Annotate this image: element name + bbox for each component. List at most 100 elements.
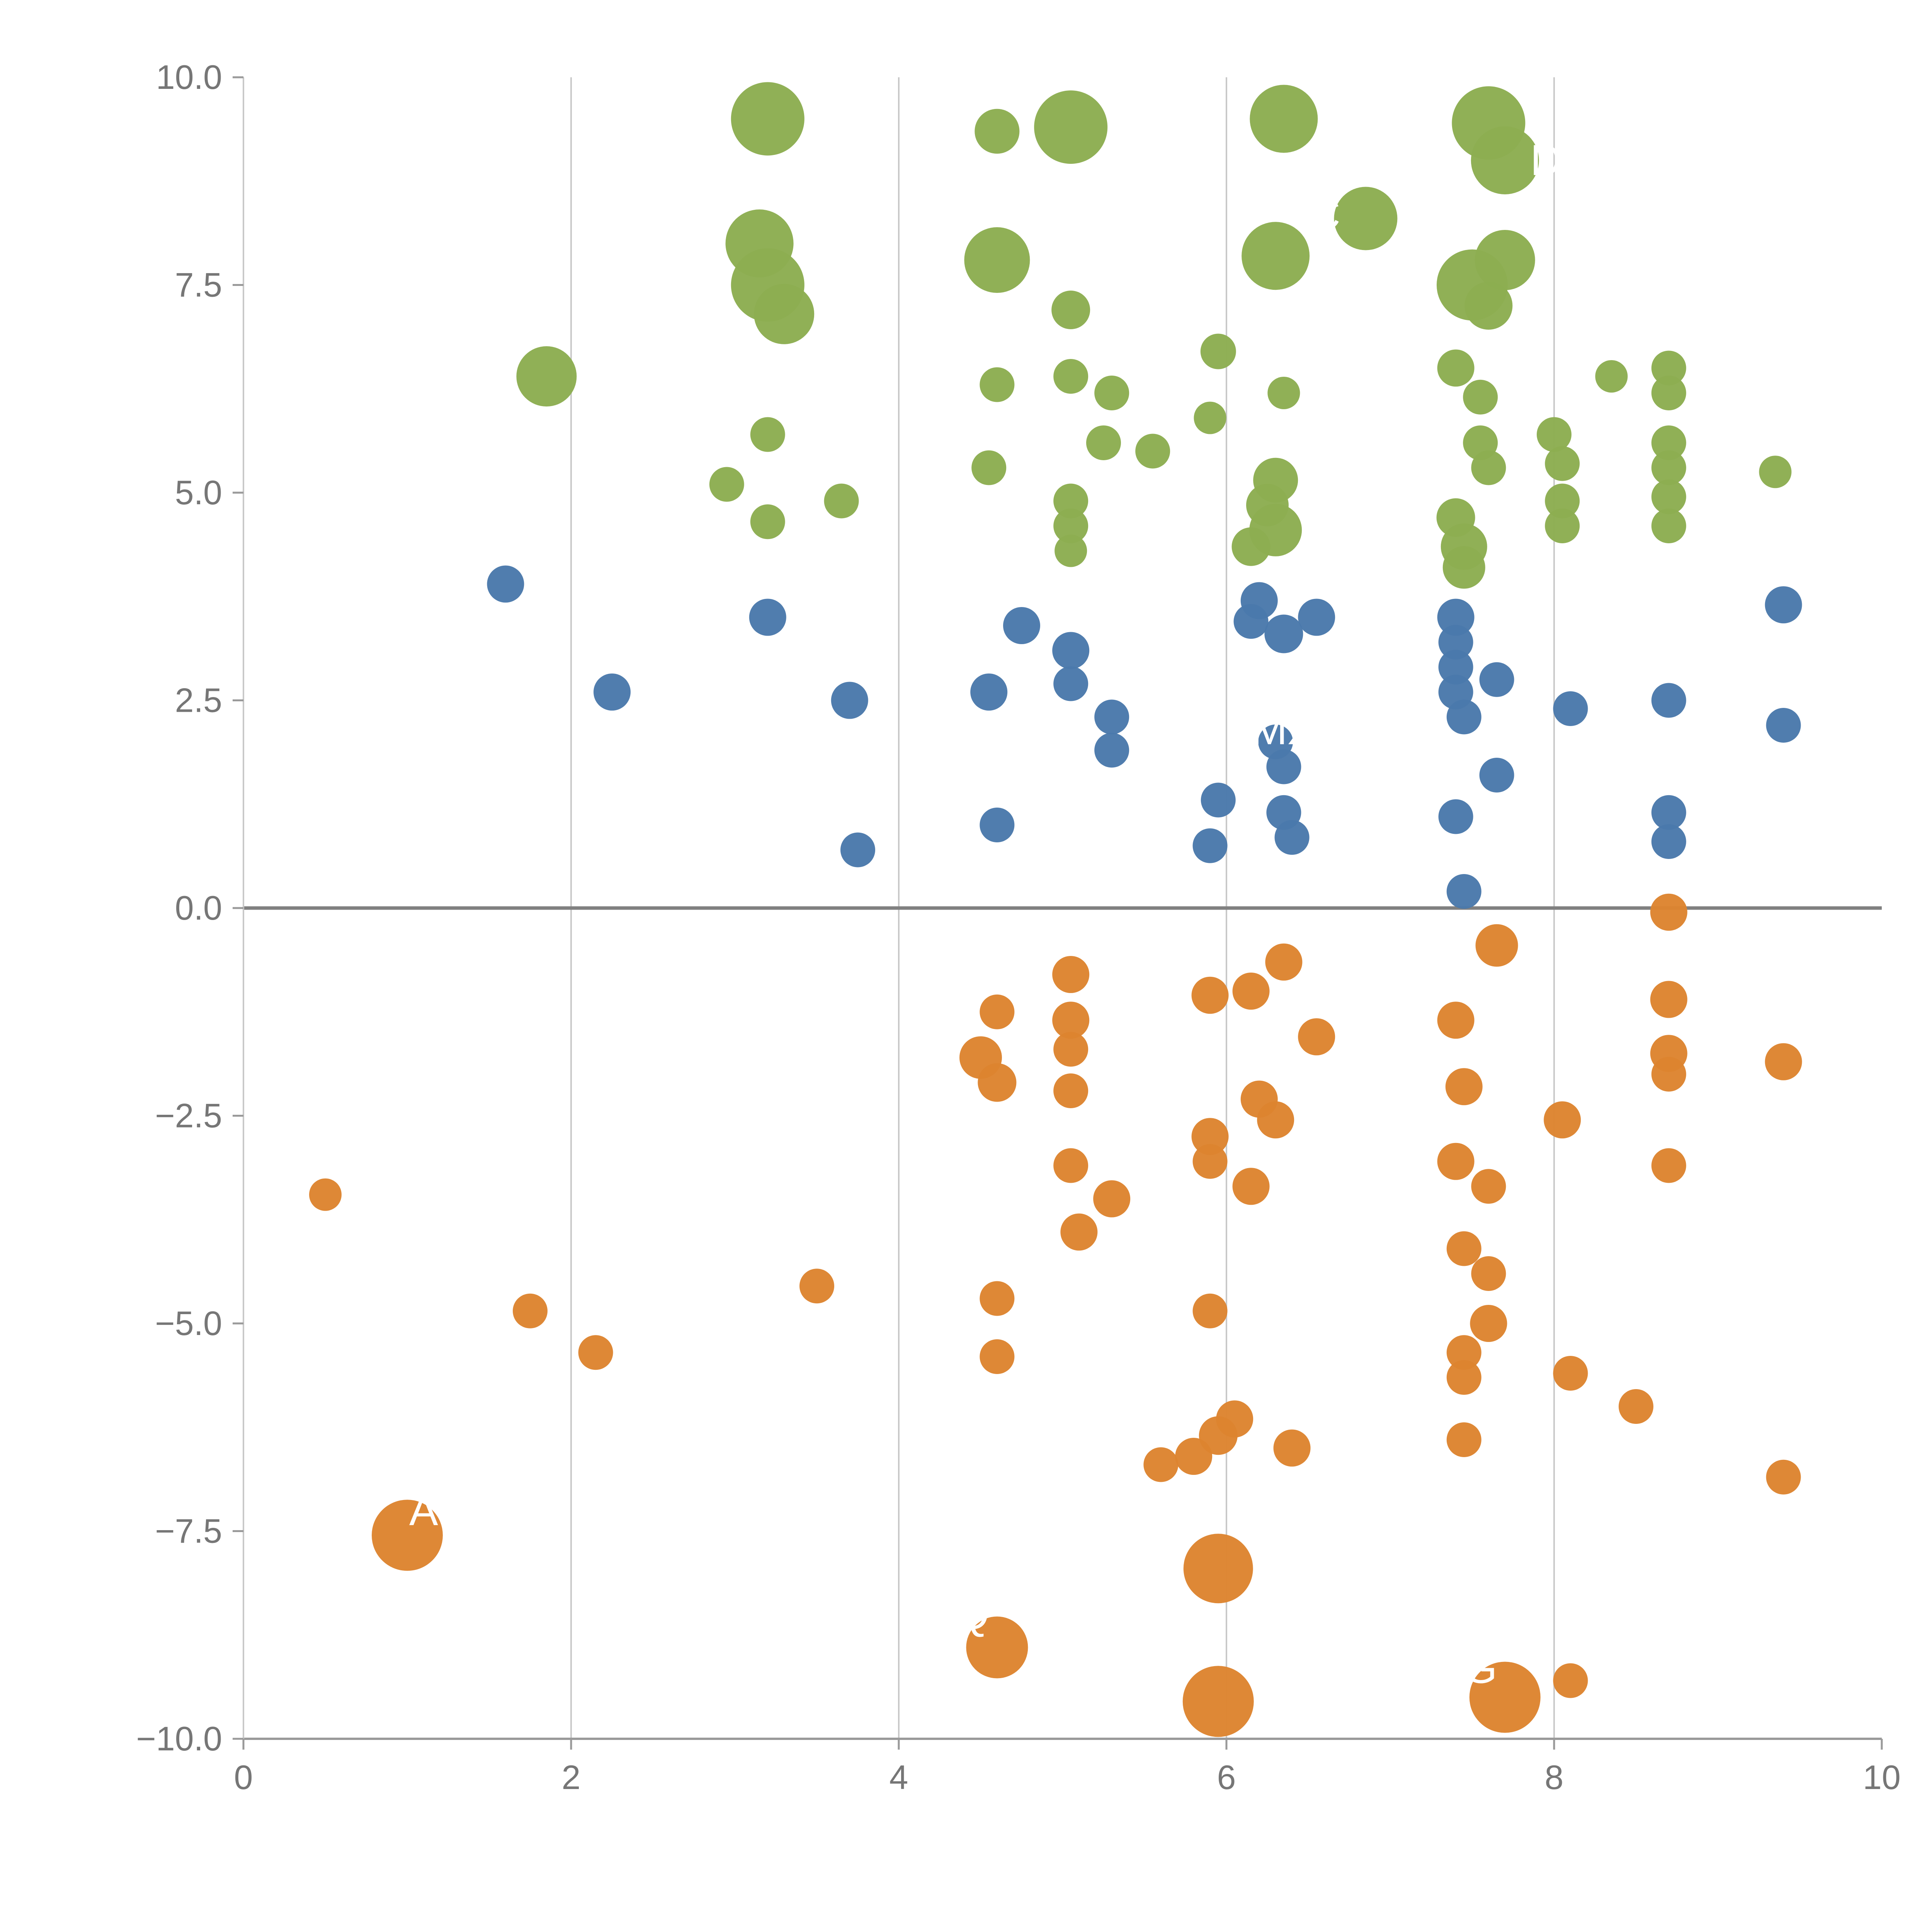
scatter-point — [799, 1269, 834, 1304]
scatter-point — [1192, 1293, 1228, 1328]
y-tick-label: −2.5 — [155, 1097, 222, 1135]
scatter-point — [1231, 527, 1270, 566]
scatter-point — [1053, 666, 1088, 701]
scatter-point — [1446, 699, 1481, 735]
scatter-point — [1650, 893, 1687, 931]
scatter-point — [1298, 1018, 1335, 1056]
x-tick-label: 4 — [889, 1758, 908, 1796]
scatter-point — [1471, 1169, 1506, 1204]
scatter-point — [1469, 1662, 1541, 1733]
axes: 0 2 4 6 8 10 10.0 7.5 5.0 2.5 0.0 −2.5 −5.0 −7.5 −10.0 — [136, 58, 1901, 1796]
scatter-point — [824, 483, 859, 519]
scatter-point — [1054, 534, 1087, 567]
scatter-point — [980, 1339, 1015, 1374]
scatter-point — [1445, 1068, 1483, 1105]
scatter-point — [1093, 1180, 1131, 1218]
scatter-point — [840, 832, 875, 867]
scatter-point — [964, 227, 1030, 293]
scatter-point — [1545, 483, 1580, 519]
scatter-point — [1052, 632, 1090, 669]
scatter-point — [1479, 758, 1514, 793]
y-tick-label: 5.0 — [175, 473, 222, 512]
scatter-point — [1298, 599, 1335, 636]
scatter-point — [1191, 1118, 1229, 1155]
scatter-point — [1537, 417, 1571, 452]
scatter-point — [1053, 359, 1088, 394]
scatter-point — [1437, 599, 1475, 636]
scatter-point — [750, 504, 785, 539]
scatter-point — [1034, 90, 1108, 164]
scatter-point — [1194, 401, 1226, 434]
scatter-point — [749, 599, 786, 636]
scatter-point — [1437, 1143, 1475, 1180]
scatter-point — [1651, 450, 1686, 485]
scatter-point — [1651, 1057, 1686, 1092]
scatter-point — [709, 467, 744, 502]
y-tick-label: 7.5 — [175, 266, 222, 304]
bubble-label: Q — [956, 1590, 989, 1638]
scatter-point — [1765, 586, 1802, 624]
scatter-point — [1446, 1335, 1481, 1370]
scatter-point — [1200, 333, 1236, 369]
x-tick-label: 0 — [234, 1758, 253, 1796]
scatter-point — [1544, 1101, 1581, 1139]
scatter-point — [1545, 509, 1580, 543]
scatter-point — [1334, 187, 1398, 250]
y-tick-label: 0.0 — [175, 889, 222, 927]
scatter-point — [1274, 820, 1310, 855]
scatter-point — [1446, 874, 1481, 909]
scatter-point — [1267, 377, 1300, 409]
scatter-point — [1135, 434, 1170, 469]
scatter-point — [1442, 546, 1485, 589]
x-tick-label: 2 — [562, 1758, 581, 1796]
scatter-point — [1003, 607, 1040, 644]
scatter-point — [1052, 1002, 1090, 1039]
scatter-point — [1250, 85, 1318, 153]
scatter-point — [1650, 981, 1687, 1018]
scatter-point — [1053, 1148, 1088, 1183]
y-tick-label: 2.5 — [175, 681, 222, 719]
scatter-point — [1051, 291, 1090, 329]
scatter-point — [1651, 824, 1686, 859]
scatter-point — [1094, 376, 1129, 410]
y-tick-label: −7.5 — [155, 1512, 222, 1550]
scatter-point — [1053, 483, 1088, 519]
scatter-point — [750, 417, 785, 452]
scatter-point — [372, 1500, 443, 1571]
scatter-point — [1553, 1663, 1588, 1698]
scatter-point — [1765, 1043, 1802, 1080]
scatter-point — [1257, 1101, 1294, 1139]
bubble-label: MA — [1104, 65, 1169, 114]
x-tick-label: 8 — [1545, 1758, 1564, 1796]
scatter-point — [966, 1616, 1028, 1679]
bubble-label: C — [1309, 190, 1340, 238]
bubble-label: G — [1464, 1644, 1497, 1692]
scatter-point — [980, 994, 1015, 1029]
scatter-point — [1471, 126, 1539, 194]
scatter-point — [975, 109, 1020, 154]
scatter-point — [1437, 349, 1475, 387]
scatter-point — [1191, 976, 1229, 1014]
scatter-point — [754, 284, 815, 344]
scatter-point — [1053, 1032, 1088, 1067]
scatter-point — [1651, 1148, 1686, 1183]
scatter-point — [1216, 1400, 1253, 1438]
scatter-point — [1242, 222, 1310, 290]
scatter-point — [1438, 625, 1473, 660]
scatter-point — [1475, 230, 1535, 290]
scatter-point — [1446, 1360, 1481, 1395]
scatter-point — [487, 565, 524, 603]
scatter-point — [1437, 1002, 1475, 1039]
scatter-point — [513, 1293, 548, 1328]
scatter-point — [980, 1281, 1015, 1316]
scatter-point — [1182, 1666, 1254, 1737]
scatter-point — [1143, 1447, 1179, 1482]
orange-bubbles — [309, 893, 1802, 1737]
y-tick-label: −5.0 — [155, 1304, 222, 1342]
scatter-point — [978, 1063, 1017, 1102]
bubble-label: B — [917, 140, 946, 189]
bubble-label: MX — [1251, 705, 1316, 753]
data-points — [309, 82, 1802, 1737]
scatter-point — [1651, 509, 1686, 543]
